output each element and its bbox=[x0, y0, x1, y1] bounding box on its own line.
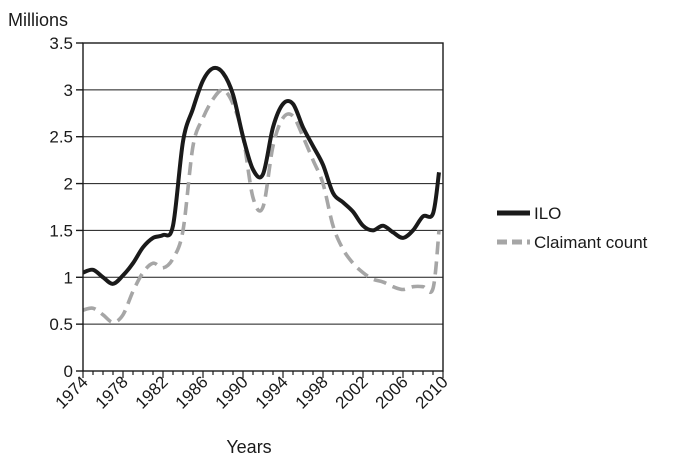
legend-label-ilo: ILO bbox=[534, 204, 561, 223]
y-tick-label: 1 bbox=[64, 268, 73, 287]
y-axis-ticks: 0 0.5 1 1.5 2 2.5 3 3.5 bbox=[49, 34, 83, 381]
y-tick-label: 3.5 bbox=[49, 34, 73, 53]
y-tick-label: 3 bbox=[64, 81, 73, 100]
x-axis-label: Years bbox=[226, 437, 271, 457]
legend-label-claimant-count: Claimant count bbox=[534, 233, 648, 252]
y-tick-label: 1.5 bbox=[49, 221, 73, 240]
series-line-claimant-count bbox=[82, 88, 441, 325]
series-line-ilo bbox=[82, 65, 441, 286]
plot-lines bbox=[82, 65, 441, 325]
y-tick-label: 0 bbox=[64, 362, 73, 381]
legend: ILO Claimant count bbox=[497, 204, 648, 252]
y-tick-label: 2 bbox=[64, 175, 73, 194]
y-tick-label: 2.5 bbox=[49, 128, 73, 147]
y-tick-label: 0.5 bbox=[49, 315, 73, 334]
y-axis-label: Millions bbox=[8, 10, 68, 30]
